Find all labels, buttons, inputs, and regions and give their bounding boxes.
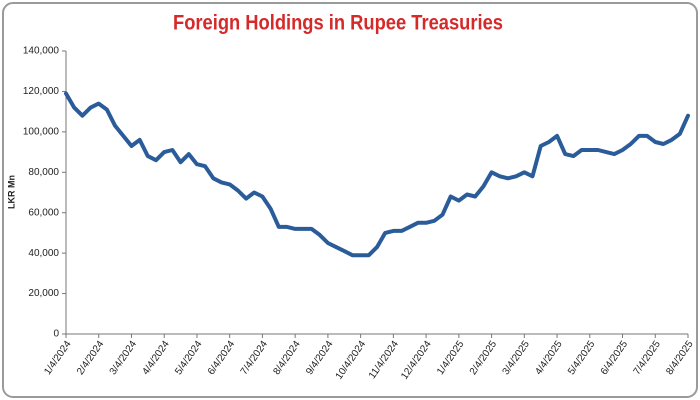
y-tick-label: 20,000 xyxy=(28,288,59,299)
y-axis-label: LKR Mn xyxy=(6,175,16,209)
y-tick-label: 100,000 xyxy=(23,126,60,137)
y-tick-label: 140,000 xyxy=(23,46,60,57)
y-tick-label: 40,000 xyxy=(28,248,59,259)
y-tick-label: 80,000 xyxy=(28,167,59,178)
y-tick-label: 0 xyxy=(53,329,59,340)
y-tick-label: 60,000 xyxy=(28,207,59,218)
chart-title: Foreign Holdings in Rupee Treasuries xyxy=(173,12,503,35)
data-line xyxy=(64,91,690,258)
y-tick-label: 120,000 xyxy=(23,86,60,97)
